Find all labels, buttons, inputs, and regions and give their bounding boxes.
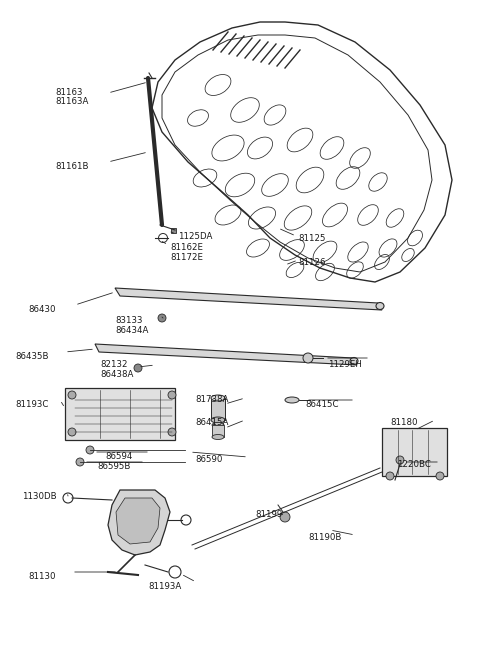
Text: 81199: 81199 [255,510,282,519]
Bar [211,398,225,420]
Text: 82132: 82132 [100,360,128,369]
Text: 81193A: 81193A [148,582,181,591]
Ellipse shape [285,397,299,403]
Circle shape [76,458,84,466]
Text: 83133: 83133 [115,316,143,325]
Ellipse shape [376,303,384,310]
Text: 1130DB: 1130DB [22,492,57,501]
Circle shape [134,364,142,372]
Text: 86435B: 86435B [15,352,48,361]
Text: 86590: 86590 [195,455,222,464]
Text: 1220BC: 1220BC [397,460,431,469]
Text: 81125: 81125 [298,234,325,243]
Text: 86415A: 86415A [195,418,228,427]
Text: 86430: 86430 [28,305,56,314]
Polygon shape [116,498,160,544]
Circle shape [158,314,166,322]
Ellipse shape [212,434,224,440]
Text: 81126: 81126 [298,258,325,267]
Circle shape [168,391,176,399]
Circle shape [436,472,444,480]
Text: 81180: 81180 [390,418,418,427]
Polygon shape [95,344,357,365]
Text: 81163A: 81163A [55,97,88,106]
Text: 81738A: 81738A [195,395,228,404]
Text: 86594: 86594 [105,452,132,461]
Circle shape [386,472,394,480]
Text: 1125DA: 1125DA [178,232,212,241]
Text: 81162E: 81162E [170,243,203,252]
Bar [65,388,175,440]
Ellipse shape [350,358,358,364]
Ellipse shape [212,422,224,428]
Circle shape [68,428,76,436]
Circle shape [280,512,290,522]
Text: 1129EH: 1129EH [328,360,362,369]
Text: 81130: 81130 [28,572,56,581]
Circle shape [86,446,94,454]
Ellipse shape [211,395,225,401]
Circle shape [68,391,76,399]
Text: 86595B: 86595B [97,462,131,471]
Bar [212,425,224,437]
Text: 81163: 81163 [55,88,83,97]
Text: 81161B: 81161B [55,162,88,171]
Polygon shape [108,490,170,555]
Circle shape [303,353,313,363]
Polygon shape [115,288,382,310]
Text: 86438A: 86438A [100,370,133,379]
Text: 86415C: 86415C [305,400,338,409]
Circle shape [168,428,176,436]
Text: 81172E: 81172E [170,253,203,262]
Text: 81193C: 81193C [15,400,48,409]
Ellipse shape [211,417,225,423]
Bar [382,428,447,476]
Circle shape [396,456,404,464]
Text: 81190B: 81190B [308,533,341,542]
Bar [171,228,176,233]
Text: 86434A: 86434A [115,326,148,335]
